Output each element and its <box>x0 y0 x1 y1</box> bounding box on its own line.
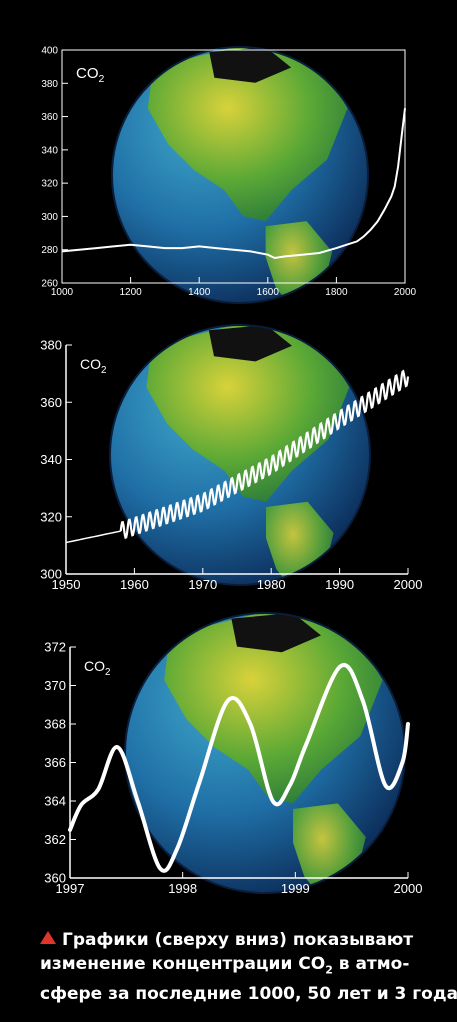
y-tick-label: 380 <box>40 338 62 353</box>
x-tick-label: 1800 <box>325 287 348 298</box>
y-tick-label: 364 <box>44 794 66 809</box>
y-tick-label: 320 <box>40 509 62 524</box>
y-tick-label: 360 <box>41 112 58 123</box>
y-tick-label: 340 <box>41 145 58 156</box>
plot-frame <box>61 49 406 284</box>
x-tick-label: 1990 <box>325 577 354 592</box>
y-tick-label: 370 <box>44 678 66 693</box>
y-tick-label: 300 <box>41 212 58 223</box>
triangle-up-icon <box>40 931 56 944</box>
x-tick-label: 1999 <box>281 881 310 896</box>
caption-line-3: сфере за последние 1000, 50 лет и 3 года <box>40 984 457 1005</box>
series-label: CO2 <box>80 356 106 376</box>
figure-caption: Графики (сверху вниз) показывают изменен… <box>40 928 457 1006</box>
x-tick-label: 2000 <box>394 577 423 592</box>
y-tick-label: 320 <box>41 179 58 190</box>
caption-line-2: изменение концентрации CO <box>40 954 326 974</box>
y-tick-label: 360 <box>44 871 66 886</box>
axes <box>69 646 409 879</box>
y-tick-label: 372 <box>44 640 66 655</box>
x-tick-label: 1960 <box>120 577 149 592</box>
y-tick-label: 366 <box>44 755 66 770</box>
x-tick-label: 1998 <box>168 881 197 896</box>
x-tick-label: 1970 <box>188 577 217 592</box>
axes <box>61 49 406 284</box>
caption-subscript: 2 <box>325 963 333 977</box>
y-tick-label: 380 <box>41 79 58 90</box>
x-tick-label: 1980 <box>257 577 286 592</box>
x-tick-label: 1400 <box>188 287 211 298</box>
x-tick-label: 2000 <box>394 881 423 896</box>
chart-panel-3-years: 360 362 364 366 368 370 372 1997 1998 1999 2000 CO2 <box>0 612 457 905</box>
chart-panel-50-years: 300 320 340 360 380 1950 1960 1970 1980 1990 2000 C… <box>0 320 457 610</box>
caption-line-2-end: в атмо- <box>332 954 410 974</box>
x-tick-label: 1600 <box>257 287 280 298</box>
y-tick-label: 280 <box>41 245 58 256</box>
x-tick-label: 1950 <box>52 577 81 592</box>
y-tick-label: 362 <box>44 832 66 847</box>
y-tick-label: 360 <box>40 395 62 410</box>
y-tick-label: 340 <box>40 452 62 467</box>
co2-seasonal-line <box>119 369 410 540</box>
x-tick-label: 1997 <box>56 881 85 896</box>
co2-line <box>68 662 410 873</box>
co2-early-line <box>65 530 121 544</box>
y-tick-label: 300 <box>40 567 62 582</box>
y-tick-label: 400 <box>41 46 58 57</box>
co2-line <box>61 108 406 260</box>
series-label: CO2 <box>84 658 110 678</box>
y-tick-label: 260 <box>41 279 58 290</box>
x-tick-label: 2000 <box>394 287 417 298</box>
chart-panel-1000-years: 260 280 300 320 340 360 380 400 1000 1200 1400 1600… <box>0 0 457 310</box>
x-tick-label: 1000 <box>51 287 74 298</box>
chart-3-years: 360 362 364 366 368 370 372 1997 1998 1999 2000 CO2 <box>44 612 423 896</box>
series-label: CO2 <box>76 65 105 85</box>
chart-1000-years: 260 280 300 320 340 360 380 400 1000 1200 1400 1600… <box>41 46 417 304</box>
y-tick-label: 368 <box>44 717 66 732</box>
caption-line-1: Графики (сверху вниз) показывают <box>62 930 414 950</box>
chart-50-years: 300 320 340 360 380 1950 1960 1970 1980 1990 2000 C… <box>40 324 423 592</box>
x-tick-label: 1200 <box>119 287 142 298</box>
axes <box>65 344 409 575</box>
